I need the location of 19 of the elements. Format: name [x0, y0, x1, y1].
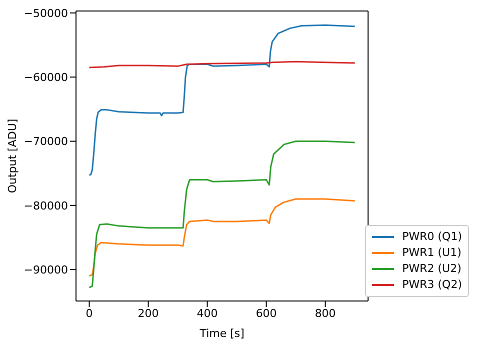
- line-series: [88, 140, 356, 288]
- x-tick-label: 200: [138, 306, 159, 320]
- y-tick-label: −60000: [24, 70, 68, 84]
- legend-label: PWR3 (Q2): [402, 277, 462, 293]
- x-tick-label: 600: [256, 306, 277, 320]
- x-tick-label: 800: [314, 306, 336, 320]
- y-axis-title: Output [ADU]: [6, 118, 19, 194]
- line-series: [88, 198, 356, 277]
- x-tick-label: 400: [196, 306, 218, 320]
- x-tick-label: 0: [86, 306, 93, 320]
- y-tick-label: −80000: [24, 199, 68, 212]
- y-tick-label: −50000: [24, 6, 68, 20]
- y-tick-label: −70000: [24, 135, 68, 148]
- y-tick-label: −90000: [24, 263, 68, 276]
- legend-label: PWR1 (U1): [402, 245, 462, 261]
- legend-label: PWR2 (U2): [402, 261, 462, 277]
- line-series: [88, 24, 356, 176]
- x-axis-title: Time [s]: [198, 327, 244, 340]
- legend-label: PWR0 (Q1): [402, 229, 462, 245]
